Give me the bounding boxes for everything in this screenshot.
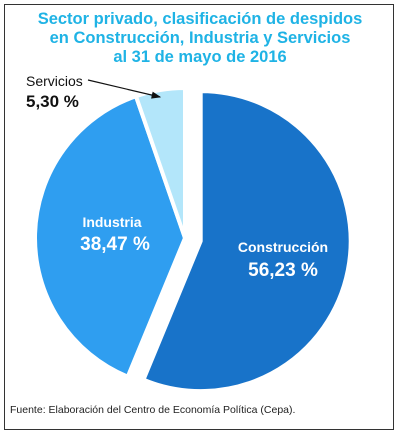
- source-note: Fuente: Elaboración del Centro de Econom…: [10, 404, 296, 416]
- chart-title-line-2: en Construcción, Industria y Servicios: [49, 29, 351, 47]
- slice-label-construccion: Construcción: [238, 239, 328, 255]
- pie-slice-industria: [33, 94, 187, 379]
- slice-label-industria: Industria: [82, 214, 141, 230]
- slice-value-construccion: 56,23 %: [248, 260, 318, 281]
- servicios-callout-arrow: [87, 79, 162, 99]
- slice-value-industria: 38,47 %: [80, 234, 150, 255]
- slice-label-servicios: Servicios: [26, 73, 83, 89]
- pie-slice-servicios: [133, 86, 187, 240]
- chart-title: Sector privado, clasificación de despido…: [5, 10, 395, 67]
- chart-title-line-1: Sector privado, clasificación de despido…: [37, 10, 363, 28]
- pie-slice-construccion: [141, 89, 353, 394]
- chart-title-line-3: al 31 de mayo de 2016: [113, 48, 287, 66]
- slice-value-servicios: 5,30 %: [26, 92, 79, 111]
